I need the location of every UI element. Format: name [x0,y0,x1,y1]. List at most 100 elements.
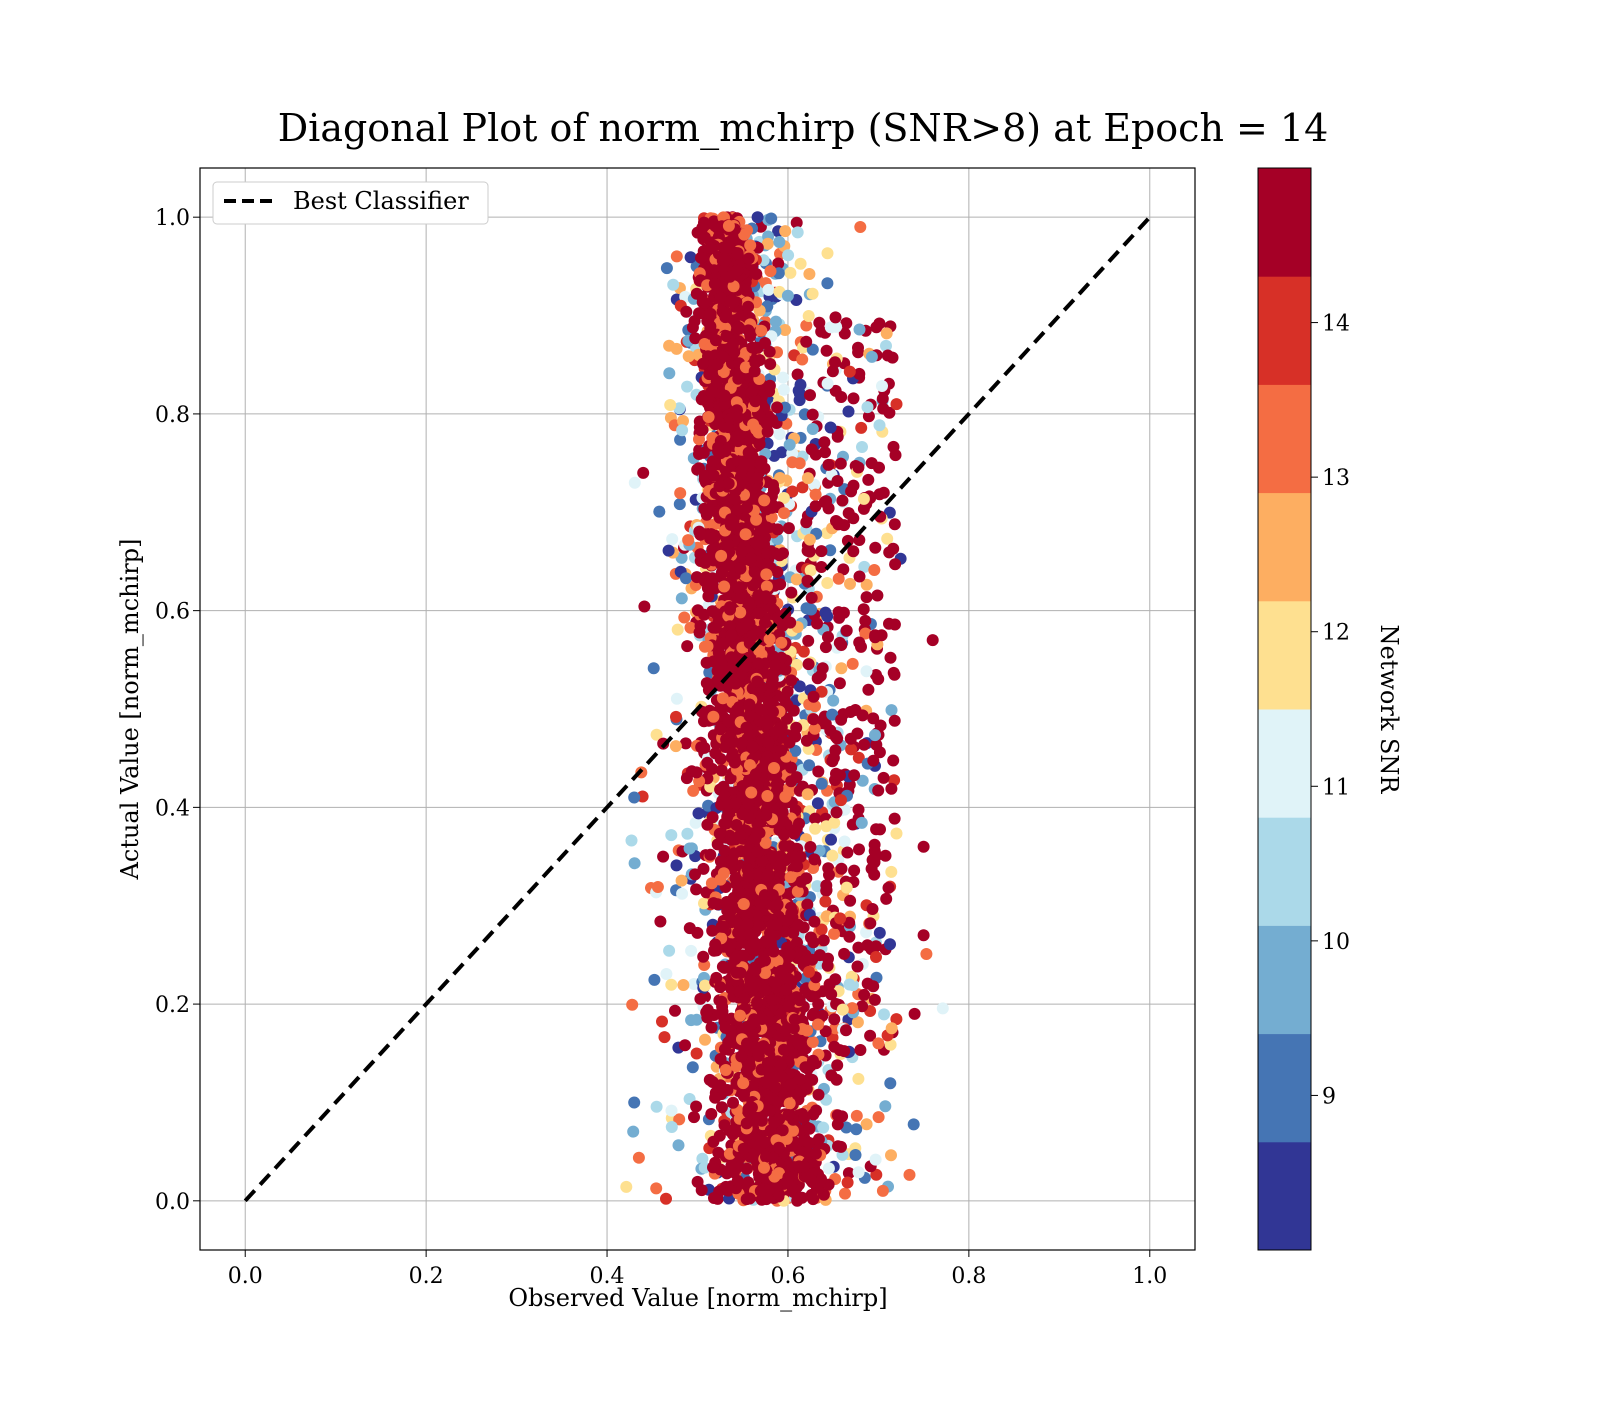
scatter-point [823,459,835,471]
scatter-point [764,380,776,392]
scatter-point [858,989,870,1001]
scatter-point [882,350,894,362]
scatter-point [811,618,823,630]
scatter-point [751,996,763,1008]
scatter-point [725,295,737,307]
scatter-point [719,1043,731,1055]
scatter-point [738,458,750,470]
scatter-point [868,564,880,576]
scatter-point [796,354,808,366]
scatter-point [775,1060,787,1072]
scatter-point [637,467,649,479]
scatter-point [732,247,744,259]
scatter-point [736,622,748,634]
scatter-point [755,524,767,536]
scatter-point [853,637,865,649]
scatter-point [856,817,868,829]
scatter-point [853,1166,865,1178]
scatter-point [714,723,726,735]
scatter-point [734,886,746,898]
x-tick-label: 1.0 [1132,1264,1167,1289]
scatter-point [873,318,885,330]
scatter-point [792,1037,804,1049]
scatter-point [870,823,882,835]
scatter-point [836,863,848,875]
scatter-point [767,889,779,901]
scatter-point [671,343,683,355]
scatter-point [718,581,730,593]
scatter-point [804,1123,816,1135]
scatter-point [828,752,840,764]
scatter-point [691,927,703,939]
scatter-point [727,1097,739,1109]
scatter-point [820,495,832,507]
scatter-point [802,635,814,647]
scatter-point [746,1102,758,1114]
scatter-point [706,605,718,617]
scatter-point [699,1034,711,1046]
scatter-point [869,542,881,554]
scatter-point [798,646,810,658]
scatter-point [755,704,767,716]
scatter-point [801,899,813,911]
scatter-point [838,1045,850,1057]
y-tick-label: 0.0 [155,1190,190,1215]
scatter-point [889,813,901,825]
scatter-point [760,568,772,580]
scatter-point [734,606,746,618]
scatter-point [684,843,696,855]
scatter-point [759,1136,771,1148]
scatter-point [699,297,711,309]
scatter-point [707,1076,719,1088]
scatter-point [765,213,777,225]
scatter-point [850,1123,862,1135]
scatter-point [805,564,817,576]
scatter-point [908,1118,920,1130]
scatter-point [727,736,739,748]
scatter-point [714,828,726,840]
scatter-point [927,634,939,646]
scatter-point [682,534,694,546]
scatter-point [835,1141,847,1153]
scatter-point [747,419,759,431]
scatter-point [638,601,650,613]
scatter-point [842,1177,854,1189]
scatter-point [708,1192,720,1204]
scatter-point [853,804,865,816]
scatter-point [771,401,783,413]
scatter-point [719,962,731,974]
scatter-point [879,1100,891,1112]
scatter-point [825,988,837,1000]
scatter-point [743,699,755,711]
scatter-point [663,545,675,557]
scatter-point [806,592,818,604]
scatter-point [729,1124,741,1136]
y-tick-label: 0.2 [155,993,190,1018]
scatter-point [779,225,791,237]
scatter-point [804,534,816,546]
scatter-point [739,993,751,1005]
scatter-point [767,706,779,718]
scatter-point [876,380,888,392]
scatter-point [693,307,705,319]
scatter-point [778,1044,790,1056]
scatter-point [741,1163,753,1175]
scatter-point [804,389,816,401]
scatter-point [769,976,781,988]
scatter-point [750,768,762,780]
scatter-point [886,704,898,716]
scatter-point [758,1162,770,1174]
scatter-point [629,477,641,489]
scatter-point [805,1174,817,1186]
scatter-point [680,306,692,318]
scatter-point [856,441,868,453]
scatter-point [868,869,880,881]
scatter-point [874,927,886,939]
scatter-point [872,1037,884,1049]
scatter-point [685,251,697,263]
scatter-point [848,392,860,404]
scatter-point [858,739,870,751]
scatter-point [747,983,759,995]
scatter-point [889,518,901,530]
scatter-point [791,823,803,835]
